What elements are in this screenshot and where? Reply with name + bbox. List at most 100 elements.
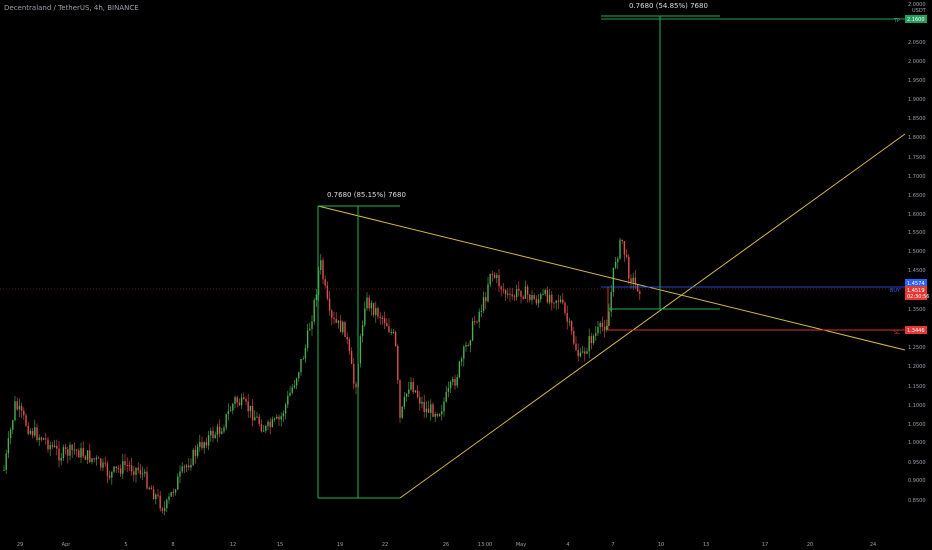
candle-body [555, 300, 557, 303]
candle-body [562, 299, 564, 303]
candle-body [463, 346, 465, 359]
candle-body [199, 442, 201, 447]
price-tick-label: 1.7000 [908, 174, 926, 180]
candle-body [392, 331, 395, 333]
candle-body [460, 358, 463, 362]
candle-body [300, 358, 302, 373]
candle-body [190, 464, 192, 468]
candlestick-series [3, 237, 641, 516]
candle-body [113, 466, 115, 472]
candle-body [223, 427, 225, 432]
candle-body [509, 293, 511, 295]
candle-body [405, 393, 408, 397]
candle-body [170, 492, 172, 497]
candle-body [267, 421, 269, 426]
candle-body [95, 457, 98, 460]
candle-body [529, 294, 531, 301]
candle-body [623, 241, 626, 255]
candle-body [47, 439, 49, 450]
candle-body [302, 358, 304, 360]
candle-body [636, 284, 639, 292]
candle-body [553, 302, 555, 304]
candle-body [531, 295, 533, 301]
candle-body [258, 416, 260, 425]
time-tick-label: 24 [870, 542, 876, 548]
candle-body [295, 378, 298, 386]
candle-body [53, 445, 56, 447]
candle-body [276, 416, 278, 419]
candle-body [91, 458, 93, 463]
candle-body [119, 468, 122, 474]
candle-body [36, 427, 38, 441]
candle-body [441, 411, 443, 415]
price-tick-label: 1.6000 [908, 212, 926, 218]
candle-body [130, 465, 133, 472]
candle-body [212, 430, 214, 439]
candle-body [584, 351, 586, 354]
candle-body [487, 284, 489, 302]
candle-body [410, 382, 412, 390]
candle-body [436, 414, 439, 416]
candle-body [192, 449, 194, 465]
candle-body [493, 274, 496, 278]
candle-body [632, 277, 634, 283]
candle-body [430, 404, 432, 413]
time-tick-label: 29 [17, 542, 23, 548]
candle-body [427, 408, 430, 413]
price-tick-label: 1.1000 [908, 403, 926, 409]
candle-body [25, 415, 27, 426]
candle-body [45, 438, 47, 440]
currency-label: USDT [912, 8, 927, 14]
candle-body [443, 401, 445, 412]
candle-body [419, 397, 421, 404]
price-tick-label: 1.9000 [908, 97, 926, 103]
candle-body [18, 406, 21, 410]
price-tick-label: 1.2000 [908, 364, 926, 370]
time-axis[interactable]: 29 Apr 5 8 12 15 19 22 26 13:00 May 4 7 10 13 17 20 24 [17, 542, 876, 548]
candle-body [603, 326, 606, 331]
candle-body [254, 417, 256, 421]
candle-body [465, 344, 467, 347]
candle-body [333, 317, 335, 320]
candle-body [289, 392, 291, 396]
candle-body [524, 286, 527, 299]
candle-body [126, 464, 128, 466]
candle-body [97, 457, 100, 459]
candle-body [634, 277, 637, 285]
candle-body [500, 286, 502, 290]
current-value: 1.4519 [907, 288, 925, 294]
candle-body [124, 461, 126, 465]
candle-body [533, 295, 535, 300]
candle-body [148, 487, 150, 489]
candle-body [159, 495, 161, 509]
candle-body [309, 328, 311, 331]
price-tick-label: 1.0500 [908, 422, 926, 428]
candle-body [262, 430, 265, 432]
candle-body [416, 390, 419, 398]
candle-body [71, 444, 73, 451]
candle-body [377, 308, 379, 317]
price-tick-label: 1.9500 [908, 78, 926, 84]
candle-body [595, 333, 597, 336]
candle-body [229, 410, 232, 412]
candle-body [592, 335, 595, 344]
candle-body [278, 416, 280, 420]
candle-body [540, 294, 542, 300]
candle-body [597, 326, 599, 334]
price-tick-label: 1.4500 [908, 268, 926, 274]
candle-body [238, 402, 241, 406]
time-tick-label: 22 [382, 542, 388, 548]
candle-body [621, 239, 623, 242]
candle-body [489, 273, 491, 285]
candle-body [245, 398, 247, 402]
candle-body [280, 416, 282, 420]
price-axis[interactable]: 2.00002.10002.05002.00001.95001.90001.85… [908, 2, 926, 504]
chart-title: Decentraland / TetherUS, 4h, BINANCE [4, 4, 139, 12]
descending-trendline[interactable] [317, 205, 906, 351]
ascending-trendline[interactable] [399, 133, 906, 499]
candle-body [577, 350, 579, 357]
candle-body [364, 308, 366, 326]
candle-body [639, 291, 641, 294]
candle-body [610, 292, 612, 312]
